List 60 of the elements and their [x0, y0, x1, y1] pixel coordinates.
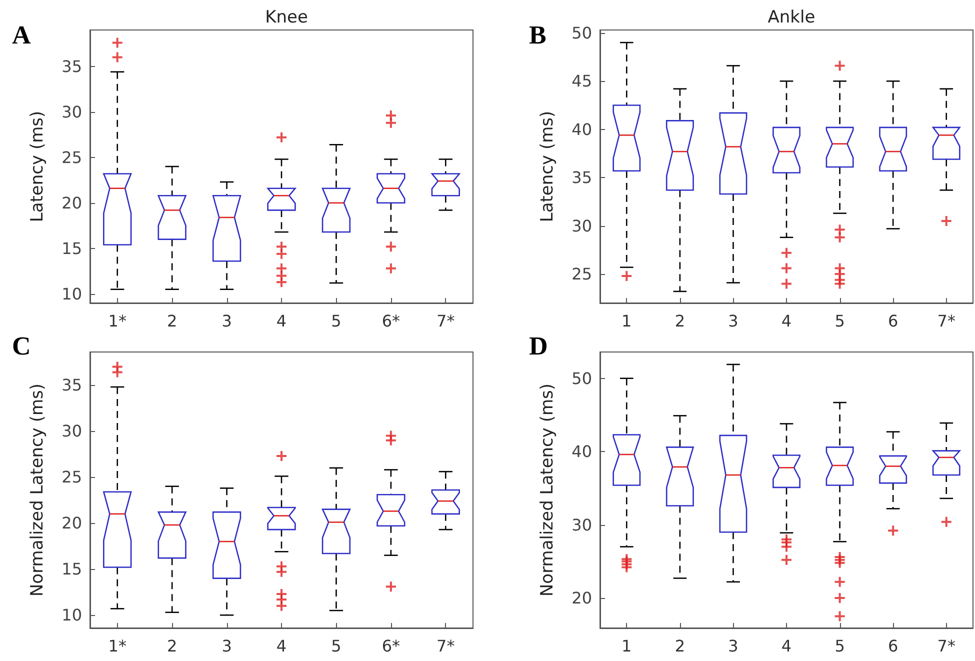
x-tick-label: 2	[166, 312, 178, 330]
y-tick-label: 25	[572, 264, 592, 284]
y-tick-label: 30	[62, 102, 82, 122]
x-tick-label: 1*	[108, 636, 126, 656]
y-tick-label: 50	[572, 23, 592, 42]
x-tick-label: 4	[781, 312, 792, 330]
x-tick-label: 2	[674, 636, 686, 656]
x-tick-label: 1	[622, 312, 632, 330]
x-tick-label: 6	[888, 312, 898, 330]
x-tick-label: 5	[834, 312, 845, 330]
y-tick-label: 30	[62, 422, 82, 441]
x-tick-label: 7*	[436, 636, 455, 656]
x-tick-label: 4	[276, 312, 287, 330]
y-tick-label: 20	[62, 193, 82, 212]
y-tick-label: 40	[572, 120, 592, 139]
y-tick-label: 35	[62, 376, 82, 395]
x-tick-label: 6*	[382, 312, 400, 330]
x-tick-label: 7*	[436, 312, 455, 330]
y-tick-label: 30	[572, 515, 592, 534]
chart-title: Ankle	[768, 8, 816, 28]
y-tick-label: 35	[62, 56, 82, 76]
text: A	[12, 20, 31, 50]
x-tick-label: 6	[888, 636, 898, 656]
y-tick-label: 25	[62, 148, 82, 167]
text: B	[529, 20, 546, 50]
y-tick-label: 30	[572, 216, 592, 236]
text: D	[529, 332, 548, 360]
x-tick-label: 4	[276, 636, 287, 656]
x-tick-label: 2	[674, 312, 686, 330]
x-tick-label: 7*	[937, 636, 956, 656]
x-tick-label: 7*	[937, 312, 956, 330]
y-tick-label: 45	[572, 72, 592, 91]
text: C	[12, 332, 31, 360]
chart-title: Knee	[265, 8, 308, 28]
x-tick-label: 2	[166, 636, 178, 656]
x-tick-label: 3	[728, 636, 738, 656]
x-tick-label: 6*	[382, 636, 400, 656]
x-tick-label: 3	[222, 636, 232, 656]
y-axis-title: Normalized Latency (ms)	[28, 383, 48, 597]
y-tick-label: 10	[62, 606, 82, 625]
y-axis-title: Latency (ms)	[28, 110, 48, 222]
y-tick-label: 15	[62, 560, 82, 579]
y-tick-label: 35	[572, 168, 592, 188]
y-tick-label: 20	[62, 514, 82, 533]
y-tick-label: 15	[62, 238, 82, 258]
y-tick-label: 10	[62, 284, 82, 304]
x-tick-label: 1*	[108, 312, 126, 330]
y-tick-label: 25	[62, 468, 82, 487]
x-tick-label: 5	[331, 312, 342, 330]
x-tick-label: 4	[781, 636, 792, 656]
y-tick-label: 50	[572, 368, 592, 388]
y-tick-label: 40	[572, 442, 592, 462]
x-tick-label: 3	[222, 312, 232, 330]
y-tick-label: 20	[572, 588, 592, 608]
y-axis-title: Normalized Latency (ms)	[538, 383, 558, 597]
x-tick-label: 3	[728, 312, 738, 330]
x-tick-label: 5	[834, 636, 845, 656]
y-axis-title: Latency (ms)	[538, 110, 558, 222]
x-tick-label: 1	[622, 636, 632, 656]
x-tick-label: 5	[331, 636, 342, 656]
